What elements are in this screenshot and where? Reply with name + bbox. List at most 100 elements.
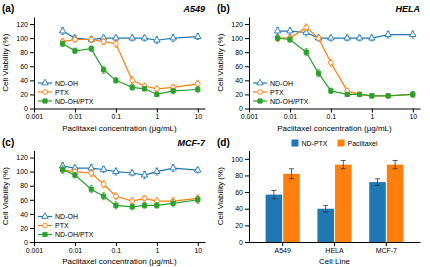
bar [266, 195, 283, 242]
error-bar [114, 78, 117, 84]
data-point [195, 166, 201, 172]
error-bar [143, 203, 146, 209]
y-axis-tick: 20 [20, 91, 34, 98]
error-bar [289, 169, 294, 179]
x-axis-title: Paclitaxel concentration (μg/mL) [277, 124, 392, 133]
error-bar [131, 77, 134, 84]
x-axis-tick: 10 [194, 242, 202, 254]
error-bar [155, 92, 158, 96]
error-bar [131, 85, 134, 91]
y-axis-tick-mark [30, 200, 34, 201]
series-line [63, 170, 198, 207]
y-axis: 020406080100 [231, 151, 249, 246]
data-point [288, 37, 292, 41]
error-bar [196, 87, 199, 93]
y-axis-tick: 100 [231, 156, 249, 163]
y-axis-tick: 0 [24, 105, 34, 112]
x-axis-tick-label: 10 [409, 113, 417, 120]
data-point [89, 47, 93, 51]
y-axis-tick: 0 [239, 239, 249, 246]
x-axis-tick-mark [116, 109, 117, 113]
y-axis-tick-mark [30, 186, 34, 187]
y-axis-tick-mark [245, 24, 249, 25]
y-axis-tick: 40 [235, 205, 249, 212]
x-axis-tick-label: 1 [370, 113, 374, 120]
y-axis-tick-label: 120 [16, 21, 28, 28]
data-point [316, 36, 321, 41]
error-bar [411, 92, 414, 98]
y-axis-tick-mark [30, 38, 34, 39]
legend-marker [43, 99, 47, 103]
data-point [141, 171, 147, 177]
y-axis-tick-mark [245, 175, 249, 176]
legend-label: Paclitaxel [348, 140, 378, 147]
error-bar [375, 179, 380, 186]
chart-title: A549 [182, 4, 205, 14]
error-bar [317, 35, 320, 41]
data-point [411, 92, 415, 96]
legend-label: ND-OH [55, 80, 78, 87]
error-bar [370, 94, 373, 98]
legend-item: ND-OH [38, 213, 78, 220]
data-point [88, 164, 94, 170]
x-axis-tick: 10 [194, 109, 202, 121]
y-axis-tick: 40 [20, 77, 34, 84]
error-bar [276, 35, 279, 41]
y-axis-tick-label: 80 [235, 172, 243, 179]
panel: 0204060801001200.0010.010.1110Paclitaxel… [1, 137, 206, 267]
x-axis-tick-label: HELA [325, 247, 344, 254]
y-axis-tick-label: 60 [235, 189, 243, 196]
x-axis-tick-mark [198, 242, 199, 246]
y-axis-tick: 80 [235, 49, 249, 56]
x-axis-tick: 1 [155, 242, 159, 254]
y-axis-tick-label: 0 [239, 239, 243, 246]
data-point [130, 199, 135, 204]
x-axis-tick-mark [282, 242, 283, 246]
error-bar [73, 172, 76, 178]
error-bar [90, 37, 93, 43]
data-point [88, 36, 94, 42]
y-axis-tick: 40 [20, 211, 34, 218]
panel-label: (d) [217, 137, 230, 148]
chart-figure: 0204060801001200.0010.010.1110Paclitaxel… [0, 0, 430, 267]
error-bar [90, 37, 93, 43]
legend-item: PTX [38, 222, 69, 229]
legend-marker [43, 223, 48, 228]
y-axis-tick: 120 [16, 154, 34, 161]
y-axis-tick-mark [245, 225, 249, 226]
plot-marks [266, 160, 404, 242]
y-axis-tick-mark [245, 94, 249, 95]
series-line [63, 44, 198, 95]
panel-label: (a) [2, 3, 14, 14]
legend-label: PTX [55, 89, 69, 96]
error-bar [114, 40, 117, 47]
y-axis: 020406080100120 [16, 18, 34, 113]
x-axis-tick: HELA [325, 242, 344, 254]
data-point [274, 27, 280, 33]
y-axis-tick: 40 [235, 77, 249, 84]
panel: 0204060801001200.0010.010.1110Paclitaxel… [1, 3, 206, 133]
x-axis-tick-mark [249, 109, 250, 113]
data-point [129, 169, 135, 175]
legend-swatch [291, 140, 298, 147]
legend-item: ND-OH/PTX [38, 231, 94, 238]
error-bar [143, 196, 146, 202]
error-bar [323, 205, 328, 212]
x-axis-tick-label: 0.01 [69, 247, 83, 254]
data-point [410, 31, 416, 37]
y-axis-tick: 100 [16, 35, 34, 42]
data-point [89, 171, 94, 176]
y-axis-tick: 100 [16, 168, 34, 175]
y-axis-tick-label: 100 [231, 35, 243, 42]
data-point [276, 36, 280, 40]
x-axis-line [35, 242, 206, 243]
data-point [130, 78, 135, 83]
x-axis-tick: 0.01 [69, 242, 83, 254]
y-axis-tick-mark [30, 109, 34, 110]
legend-label: PTX [270, 89, 284, 96]
y-axis-tick-label: 20 [20, 225, 28, 232]
x-axis-tick-label: 10 [194, 247, 202, 254]
y-axis-tick: 100 [231, 35, 249, 42]
chart-title: HELA [396, 4, 421, 14]
error-bar [196, 80, 199, 87]
